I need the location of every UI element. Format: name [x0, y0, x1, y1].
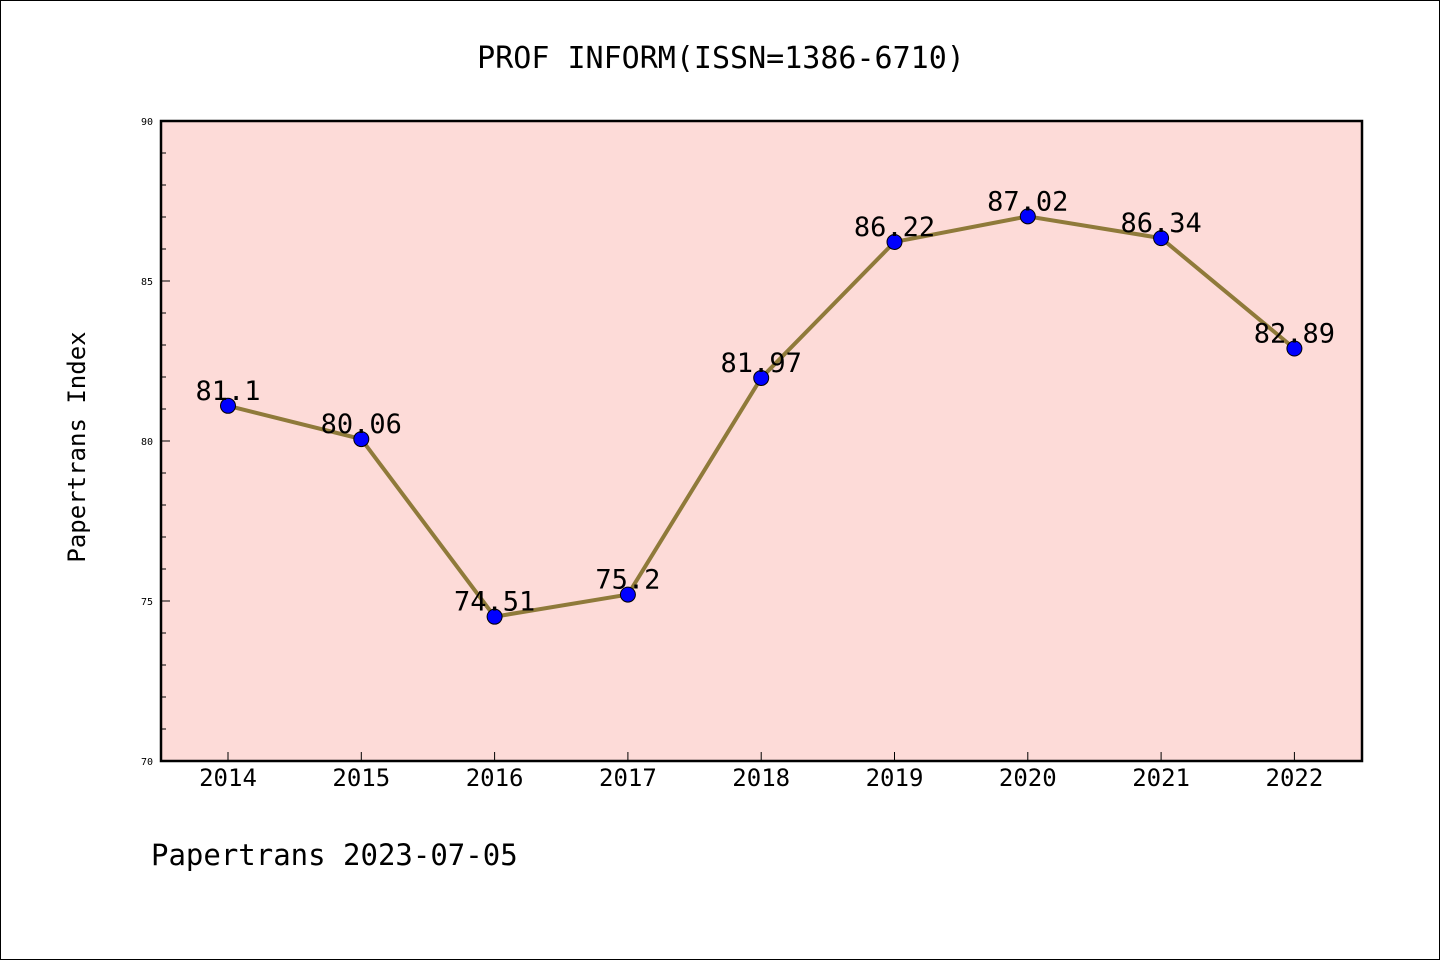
y-tick-label: 90 [141, 117, 153, 128]
data-labels: 81.1 80.06 74.51 75.2 81.97 86.22 87.02 86.34 82… [195, 186, 1335, 617]
y-axis: 70 75 80 85 90 [141, 117, 170, 768]
x-tick-label: 2021 [1132, 764, 1190, 792]
y-axis-label: Papertrans Index [63, 331, 91, 562]
series-markers [220, 208, 1303, 625]
chart-title: PROF INFORM(ISSN=1386-6710) [477, 41, 965, 76]
data-label: 80.06 [321, 409, 402, 440]
data-point [886, 233, 903, 250]
x-tick-label: 2022 [1266, 764, 1324, 792]
data-label: 87.02 [987, 186, 1068, 217]
x-tick-label: 2016 [466, 764, 524, 792]
y-tick-label: 75 [141, 597, 153, 608]
x-tick-label: 2018 [732, 764, 790, 792]
data-label: 86.34 [1120, 208, 1201, 239]
data-point [486, 608, 503, 625]
y-tick-label: 70 [141, 757, 153, 768]
data-point [1286, 340, 1303, 357]
y-tick-label: 85 [141, 277, 153, 288]
data-label: 82.89 [1254, 319, 1335, 350]
data-label: 81.97 [721, 348, 802, 379]
x-tick-label: 2017 [599, 764, 657, 792]
x-tick-label: 2015 [332, 764, 390, 792]
data-label: 81.1 [195, 376, 260, 407]
x-tick-label: 2020 [999, 764, 1057, 792]
data-label: 75.2 [595, 565, 660, 596]
x-axis: 2014 2015 2016 2017 2018 2019 2020 2021 2022 [199, 752, 1323, 792]
data-point [353, 431, 370, 448]
data-point [619, 586, 636, 603]
data-label: 74.51 [454, 587, 535, 618]
data-label: 86.22 [854, 212, 935, 243]
x-tick-label: 2019 [866, 764, 924, 792]
footer-text: Papertrans 2023-07-05 [151, 838, 518, 872]
x-tick-label: 2014 [199, 764, 257, 792]
data-point [1019, 208, 1036, 225]
y-tick-label: 80 [141, 437, 153, 448]
data-point [753, 369, 770, 386]
data-point [220, 397, 236, 414]
data-point [1153, 230, 1170, 247]
